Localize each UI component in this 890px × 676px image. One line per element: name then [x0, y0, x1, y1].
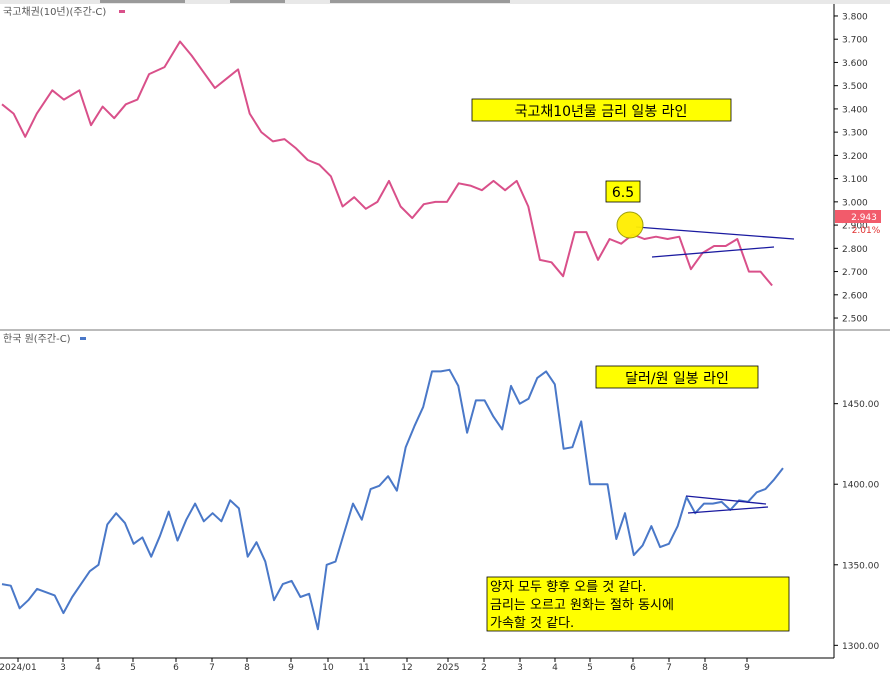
fx-series-line [1, 368, 784, 631]
time-tick-label: 9 [744, 663, 750, 672]
triangle-lower-trendline [651, 246, 775, 258]
current-value-text: 2.943 [851, 213, 877, 223]
rate-annotation-box [471, 98, 732, 122]
fx-annotation-text: 달러/원 일봉 라인 [625, 371, 729, 387]
current-value-badge: 2.943 2.01% [835, 210, 881, 236]
rate-tick-label: 3.600 [842, 59, 868, 69]
time-tick-label: 7 [209, 663, 215, 672]
rate-tick-label: 3.100 [842, 175, 868, 185]
time-tick-label: 2025 [437, 663, 460, 672]
rate-tick-label: 3.500 [842, 82, 868, 92]
time-tick-label: 10 [322, 663, 334, 672]
outlook-note: 양자 모두 향후 오를 것 같다. 금리는 오르고 원화는 절하 동시에 가속할… [486, 576, 790, 632]
fx-triangle-upper-trendline [685, 495, 767, 505]
time-tick-label: 6 [173, 663, 179, 672]
rate-legend-label: 국고채권(10년)(주간-C) [3, 6, 106, 18]
rate-tick-label: 3.700 [842, 36, 868, 46]
marker-label: 6.5 [605, 180, 641, 203]
time-tick-label: 8 [244, 663, 250, 672]
rate-tick-label: 2.800 [842, 245, 868, 255]
rate-annotation-text: 국고채10년물 금리 일봉 라인 [515, 104, 688, 120]
time-tick-label: 2 [481, 663, 487, 672]
fx-tick-label: 1400.00 [842, 481, 879, 491]
rate-tick-label: 3.200 [842, 152, 868, 162]
time-tick-label: 3 [517, 663, 523, 672]
fx-annotation: 달러/원 일봉 라인 [595, 365, 759, 389]
outlook-note-box [486, 576, 790, 632]
rate-tick-label: 2.500 [842, 315, 868, 325]
time-tick-label: 3 [60, 663, 66, 672]
rate-tick-label: 2.700 [842, 268, 868, 278]
fx-tick-label: 1350.00 [842, 561, 879, 571]
rate-tick-label: 3.400 [842, 105, 868, 115]
time-tick-label: 5 [130, 663, 136, 672]
rate-tick-label: 3.300 [842, 129, 868, 139]
current-value-box [835, 210, 881, 223]
outlook-note-line-1: 양자 모두 향후 오를 것 같다. [490, 580, 646, 595]
time-tick-label: 8 [702, 663, 708, 672]
fx-tick-label: 1300.00 [842, 642, 879, 652]
time-axis-labels: 2024/01 3 4 5 6 7 8 9 10 11 12 2025 2 3 4 5 6 7 8 9 [0, 658, 750, 673]
time-tick-label: 12 [401, 663, 412, 672]
rate-legend: 국고채권(10년)(주간-C) [3, 6, 125, 18]
fx-tick-label: 1450.00 [842, 400, 879, 410]
triangle-upper-trendline [635, 226, 795, 240]
fx-annotation-box [595, 365, 759, 389]
marker-label-box [605, 180, 641, 203]
time-tick-label: 4 [552, 663, 558, 672]
rate-legend-swatch [119, 10, 125, 13]
rate-annotation: 국고채10년물 금리 일봉 라인 [471, 98, 732, 122]
fx-axis-ticks: 1450.00 1400.00 1350.00 1300.00 [834, 400, 879, 652]
fx-triangle [685, 495, 769, 514]
time-tick-label: 7 [666, 663, 672, 672]
fx-legend: 한국 원(주간-C) [3, 333, 86, 345]
top-toolbar-strip [0, 0, 890, 4]
fx-triangle-lower-trendline [687, 506, 769, 514]
fx-legend-label: 한국 원(주간-C) [3, 333, 71, 345]
time-tick-label: 11 [358, 663, 369, 672]
marker-circle [616, 211, 644, 239]
rate-axis-ticks: 3.800 3.700 3.600 3.500 3.400 3.300 3.200 3.100… [834, 12, 868, 325]
rate-series-line [1, 40, 773, 287]
time-tick-label: 2024/01 [0, 663, 37, 672]
rate-tick-label: 3.000 [842, 198, 868, 208]
time-tick-label: 6 [630, 663, 636, 672]
time-tick-label: 5 [587, 663, 593, 672]
current-change-text: 2.01% [852, 226, 881, 236]
rate-triangle [635, 226, 795, 258]
marker-label-text: 6.5 [612, 185, 634, 201]
time-tick-label: 9 [288, 663, 294, 672]
outlook-note-line-3: 가속할 것 같다. [490, 616, 574, 631]
fx-legend-swatch [80, 337, 86, 340]
time-tick-label: 4 [95, 663, 101, 672]
rate-tick-label: 2.900 [842, 222, 868, 232]
rate-tick-label: 2.600 [842, 291, 868, 301]
outlook-note-line-2: 금리는 오르고 원화는 절하 동시에 [490, 598, 674, 613]
rate-tick-label: 3.800 [842, 12, 868, 22]
